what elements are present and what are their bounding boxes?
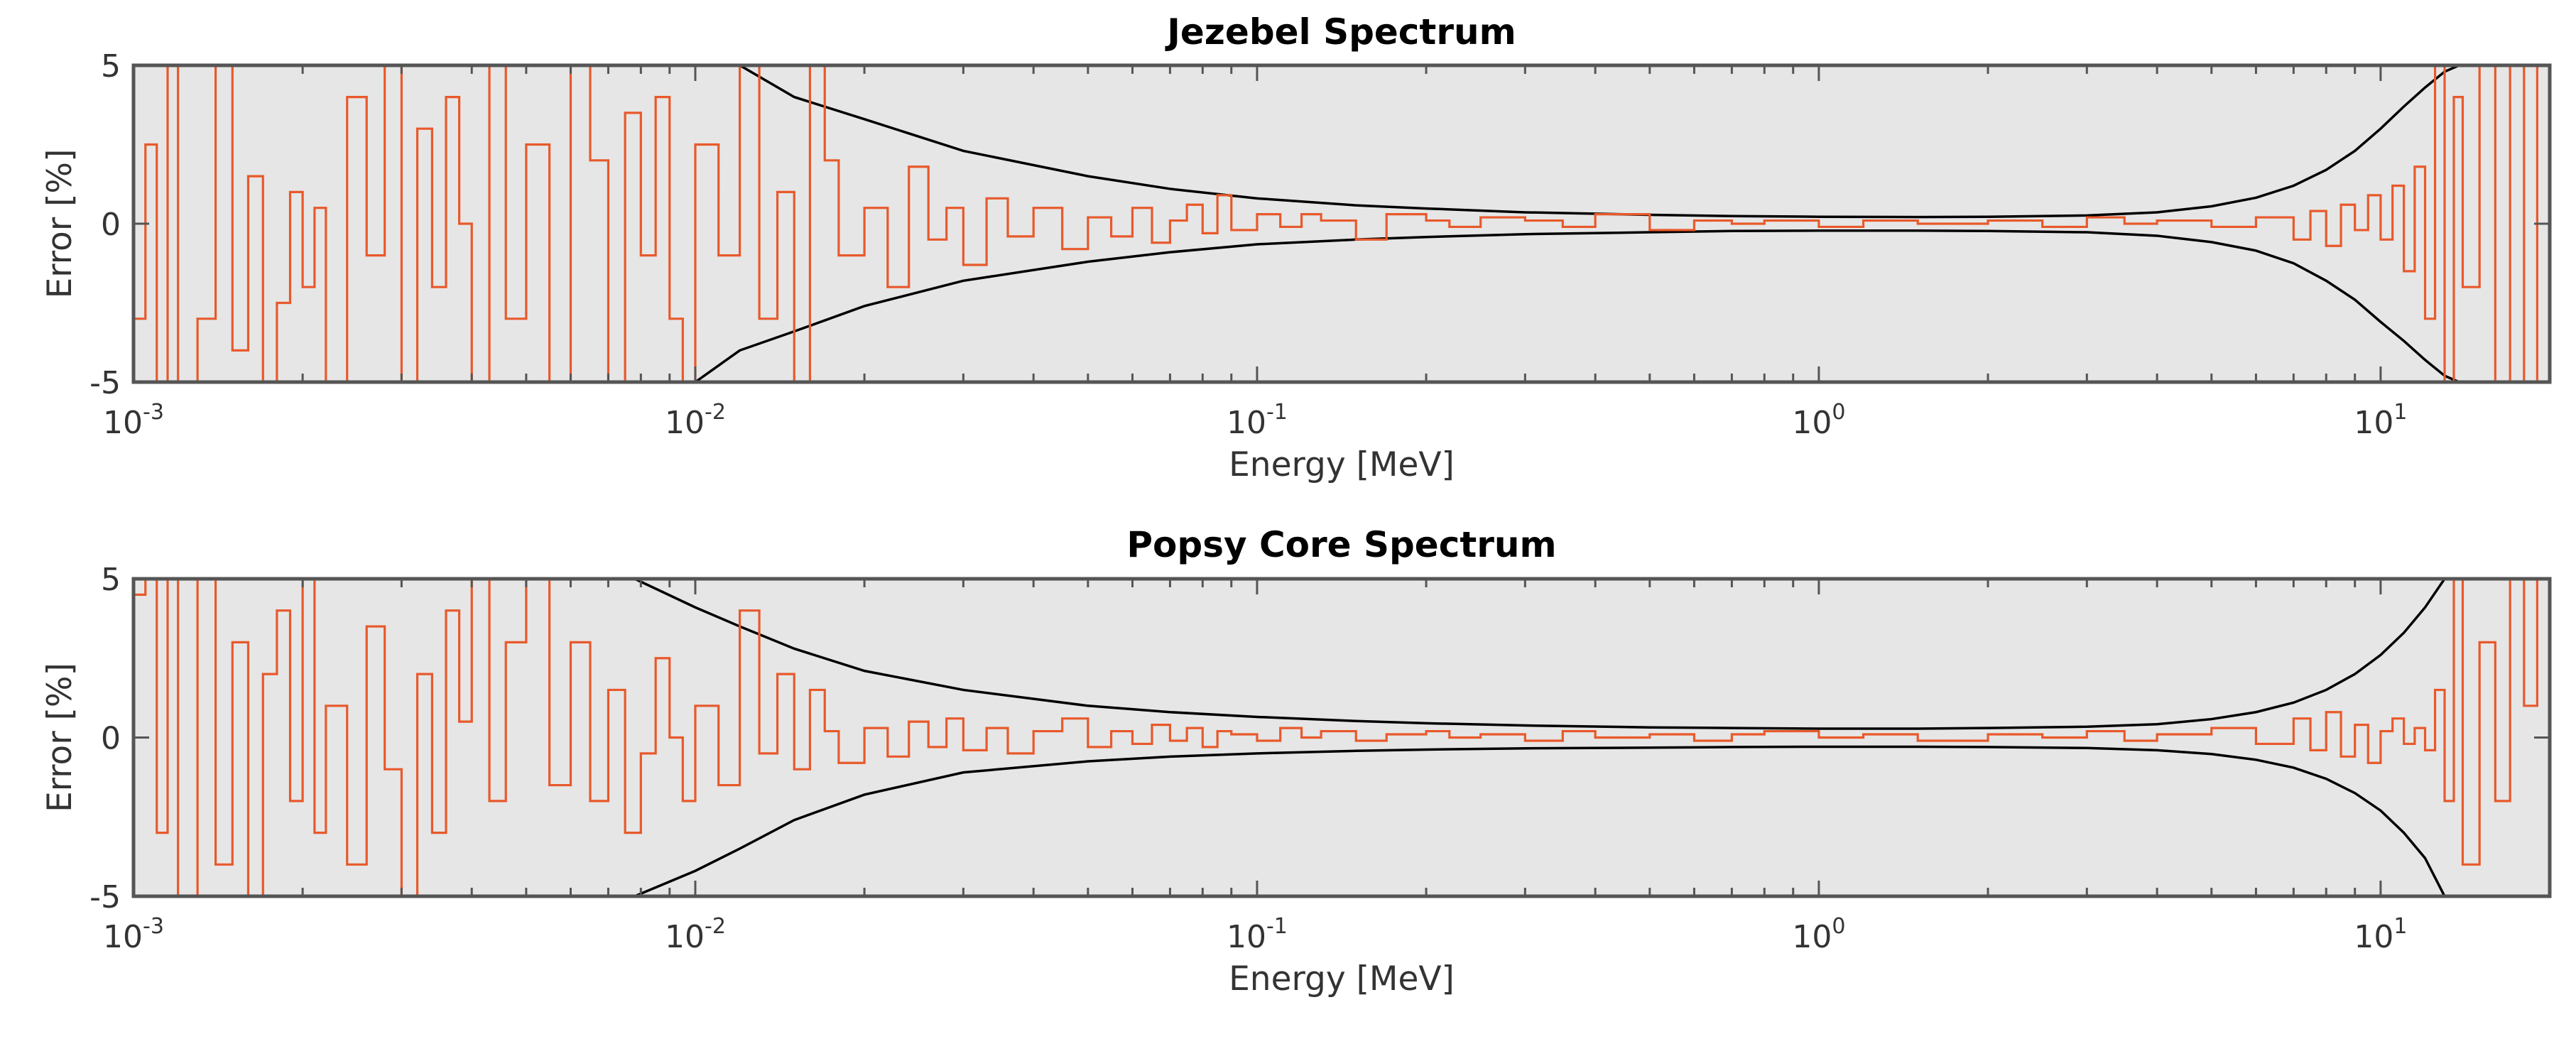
x-axis-label: Energy [MeV]	[1229, 959, 1455, 999]
x-tick-label: 100	[1792, 400, 1845, 441]
x-tick-label: 101	[2354, 400, 2407, 441]
y-tick-label: 5	[101, 562, 121, 598]
chart-panel-2: -5 0 5 10-3 10-2 10-1 100 101 Popsy Core Spectru…	[40, 524, 2552, 999]
envelope-upper-line	[634, 579, 2446, 730]
x-tick-label: 101	[2354, 914, 2407, 955]
uncertainty-band	[134, 579, 2550, 896]
envelope-shade	[695, 65, 2460, 382]
y-axis-label: Error [%]	[40, 149, 80, 299]
uncertainty-band	[134, 65, 2550, 382]
error-step-line	[134, 579, 2550, 896]
envelope-upper-line	[739, 65, 2460, 219]
error-step-line	[134, 65, 2550, 382]
x-tick-label: 10-2	[665, 400, 726, 441]
chart-title: Popsy Core Spectrum	[1126, 524, 1556, 565]
y-tick-label: -5	[89, 879, 121, 915]
envelope-lower-line	[694, 229, 2460, 382]
x-ticks	[132, 64, 2551, 383]
x-tick-label: 10-2	[665, 914, 726, 955]
envelope-shade	[634, 579, 2445, 896]
y-tick-label: 0	[101, 721, 121, 757]
y-axis-label: Error [%]	[40, 663, 80, 812]
x-axis-label: Energy [MeV]	[1229, 445, 1455, 484]
envelope-lower-line	[634, 745, 2446, 896]
chart-panel-1: -5 0 5 10-3 10-2 10-1 100 101 Jezebel Spectrum En…	[40, 11, 2552, 484]
x-tick-label: 10-1	[1227, 914, 1288, 955]
x-tick-label: 100	[1792, 914, 1845, 955]
y-tick-label: 0	[101, 207, 121, 243]
y-tick-label: 5	[101, 48, 121, 85]
x-tick-label: 10-3	[103, 914, 164, 955]
y-tick-label: -5	[89, 365, 121, 401]
x-tick-label: 10-3	[103, 400, 164, 441]
chart-title: Jezebel Spectrum	[1165, 11, 1516, 53]
x-tick-label: 10-1	[1227, 400, 1288, 441]
x-ticks	[132, 577, 2551, 898]
